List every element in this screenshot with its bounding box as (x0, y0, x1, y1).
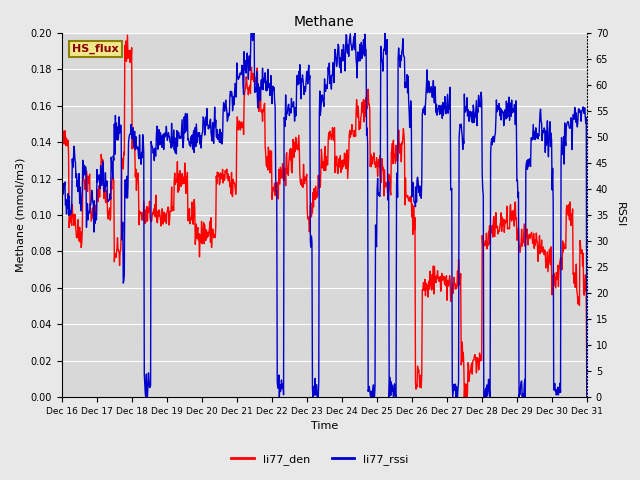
li77_den (468, 371, 476, 377)
li77_den (461, 394, 468, 400)
li77_den (290, 140, 298, 145)
li77_rssi (58, 175, 66, 181)
li77_den (478, 358, 486, 363)
li77_rssi (111, 113, 119, 119)
Line: li77_den: li77_den (62, 35, 587, 397)
li77_den (271, 180, 278, 186)
li77_rssi (271, 104, 279, 109)
Line: li77_rssi: li77_rssi (62, 33, 587, 397)
li77_rssi (583, 394, 591, 400)
li77_rssi (248, 30, 255, 36)
Legend: li77_den, li77_rssi: li77_den, li77_rssi (227, 450, 413, 469)
Y-axis label: RSSI: RSSI (615, 203, 625, 228)
Y-axis label: Methane (mmol/m3): Methane (mmol/m3) (15, 158, 25, 272)
Text: HS_flux: HS_flux (72, 44, 119, 54)
li77_rssi (142, 394, 150, 400)
li77_rssi (290, 107, 298, 112)
li77_den (111, 251, 119, 257)
X-axis label: Time: Time (310, 421, 338, 432)
li77_rssi (478, 97, 486, 103)
li77_den (419, 288, 427, 293)
li77_rssi (468, 109, 476, 115)
li77_den (583, 390, 591, 396)
Title: Methane: Methane (294, 15, 355, 29)
li77_rssi (419, 106, 427, 112)
li77_den (124, 32, 131, 38)
li77_den (58, 136, 66, 142)
